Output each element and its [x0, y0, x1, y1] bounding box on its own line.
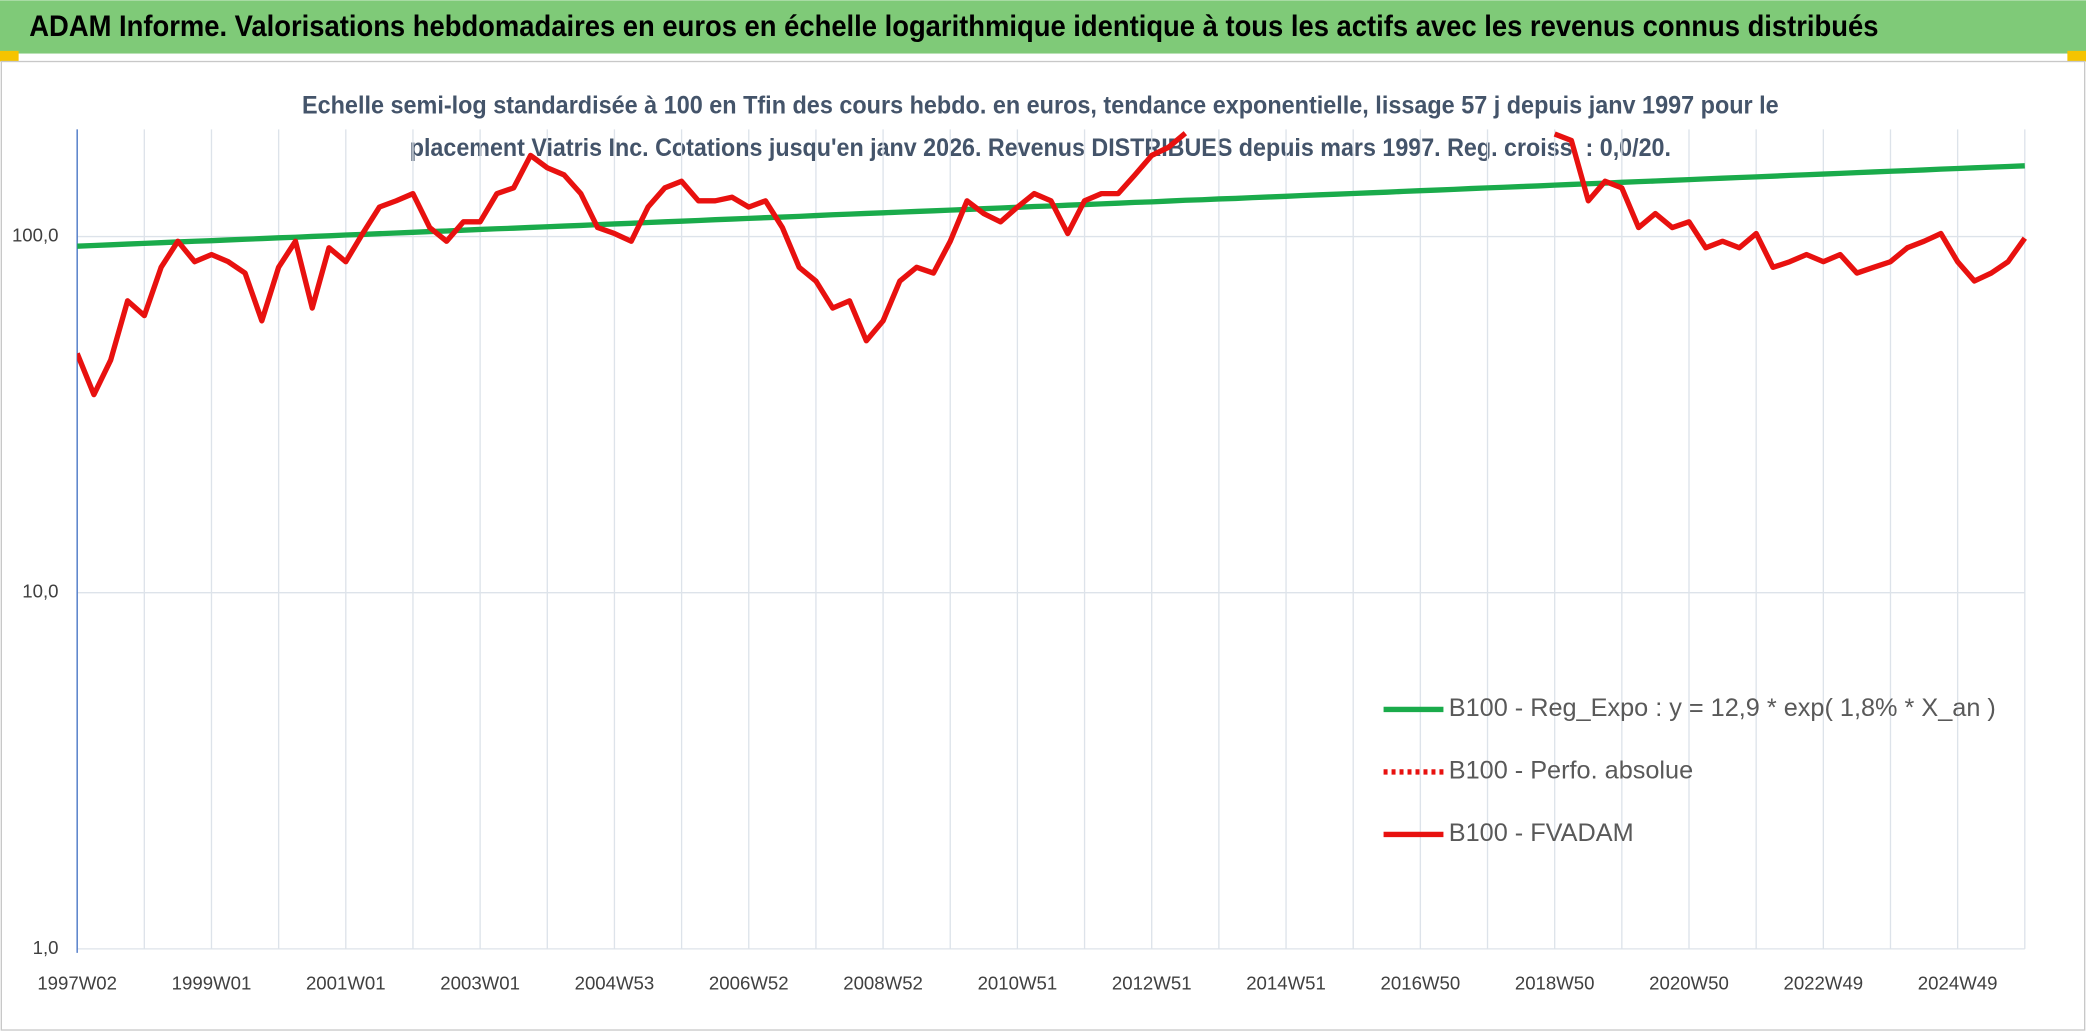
x-tick-label: 1999W01 — [172, 973, 252, 994]
corner — [0, 50, 19, 62]
x-tick-label: 2018W50 — [1515, 973, 1595, 994]
header-bar — [0, 0, 2086, 54]
x-tick-label: 2024W49 — [1918, 973, 1998, 994]
x-tick-label: 2006W52 — [709, 973, 789, 994]
x-tick-label: 2008W52 — [843, 973, 923, 994]
x-tick-label: 2012W51 — [1112, 973, 1192, 994]
legend-label: B100 - Reg_Expo : y = 12,9 * exp( 1,8% *… — [1449, 694, 1996, 722]
x-tick-label: 2022W49 — [1783, 973, 1863, 994]
y-tick-label: 100,0 — [12, 224, 59, 245]
x-tick-label: 2010W51 — [978, 973, 1058, 994]
x-tick-label: 2014W51 — [1246, 973, 1326, 994]
y-tick-label: 1,0 — [33, 937, 59, 958]
frame — [0, 60, 2086, 1031]
y-tick-label: 10,0 — [22, 581, 58, 602]
corner — [2067, 50, 2086, 62]
x-tick-label: 2020W50 — [1649, 973, 1729, 994]
legend-label: B100 - Perfo. absolue — [1449, 757, 1693, 785]
x-tick-label: 2016W50 — [1381, 973, 1461, 994]
series-line — [77, 131, 1188, 398]
subtitle: placement Viatris Inc. Cotations jusqu'e… — [410, 134, 1671, 162]
x-tick-label: 2001W01 — [306, 973, 386, 994]
subtitle: Echelle semi-log standardisée à 100 en T… — [302, 91, 1779, 119]
legend: B100 - Reg_Expo : y = 12,9 * exp( 1,8% *… — [1383, 694, 1996, 847]
legend-label: B100 - FVADAM — [1449, 819, 1634, 847]
x-tick-label: 2004W53 — [575, 973, 655, 994]
x-tick-label: 2003W01 — [440, 973, 520, 994]
series-line — [1553, 131, 2027, 284]
chart-title: ADAM Informe. Valorisations hebdomadaire… — [29, 11, 1878, 43]
plot-area — [77, 131, 2027, 398]
x-tick-label: 1997W02 — [37, 973, 117, 994]
